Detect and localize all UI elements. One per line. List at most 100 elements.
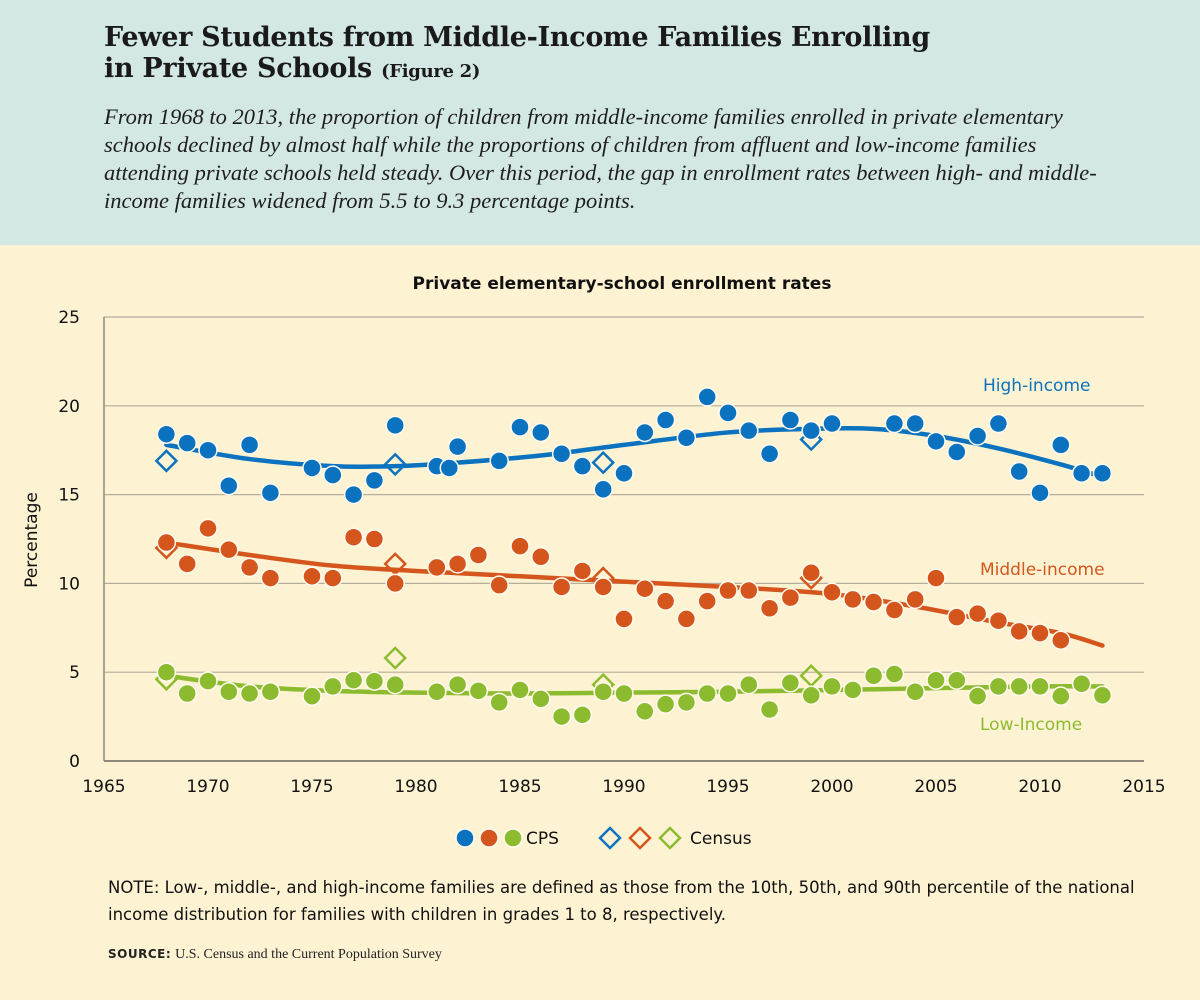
middle-cps-point — [489, 575, 509, 595]
x-tick-label: 2005 — [914, 777, 957, 797]
low-cps-point — [1009, 676, 1029, 697]
low-cps-point — [260, 681, 281, 702]
x-tick-label: 1980 — [394, 777, 437, 797]
high-cps-point — [1030, 483, 1050, 503]
low-cps-point — [198, 671, 218, 691]
x-tick-label: 2000 — [810, 777, 853, 797]
high-cps-point — [988, 413, 1009, 434]
middle-cps-point — [697, 591, 717, 611]
middle-cps-point — [759, 598, 780, 619]
low-cps-point — [947, 670, 967, 690]
source-text: U.S. Census and the Current Population S… — [175, 947, 442, 962]
high-cps-point — [676, 428, 697, 448]
middle-cps-point — [926, 568, 946, 588]
high-cps-point — [947, 442, 967, 462]
low-cps-point — [863, 666, 884, 686]
low-cps-point — [926, 670, 946, 690]
middle-cps-point — [780, 587, 801, 608]
low-cps-point — [489, 692, 509, 713]
high-cps-point — [635, 422, 655, 443]
x-tick-label: 1965 — [82, 777, 125, 797]
high-cps-point — [447, 436, 468, 457]
low-cps-point — [177, 683, 197, 704]
high-cps-point — [177, 433, 197, 453]
low-cps-point — [510, 680, 530, 700]
high-cps-point — [967, 426, 988, 446]
y-axis-label: Percentage — [22, 492, 42, 588]
y-tick-label: 10 — [58, 574, 80, 594]
x-tick-label: 2010 — [1018, 777, 1061, 797]
high-cps-point — [593, 479, 613, 500]
high-cps-point — [198, 440, 218, 460]
legend-census-marker — [598, 826, 622, 850]
figure-title: Fewer Students from Middle-Income Famili… — [104, 22, 1104, 87]
high-census-marker — [591, 450, 615, 475]
low-cps-point — [219, 681, 239, 702]
middle-cps-point — [510, 536, 530, 556]
y-tick-label: 0 — [69, 752, 80, 772]
high-cps-point — [759, 444, 780, 464]
middle-cps-point — [593, 577, 613, 597]
high-cps-point — [572, 456, 593, 476]
middle-cps-point — [323, 568, 343, 588]
high-cps-point — [531, 422, 551, 443]
low-cps-point — [1071, 673, 1092, 694]
high-cps-point — [439, 458, 460, 478]
high-cps-point — [697, 387, 717, 407]
low-cps-point — [967, 686, 988, 706]
low-cps-point — [323, 676, 343, 697]
low-cps-point — [635, 701, 655, 722]
y-tick-label: 20 — [58, 397, 80, 417]
middle-cps-point — [1051, 630, 1071, 650]
middle-cps-point — [427, 557, 447, 578]
middle-cps-point — [655, 591, 676, 611]
legend-census-marker — [658, 826, 682, 850]
middle-cps-point — [967, 603, 988, 624]
middle-trend-line — [164, 540, 1105, 648]
middle-cps-point — [364, 529, 385, 549]
high-cps-point — [260, 483, 281, 503]
high-census-marker — [383, 452, 407, 477]
low-cps-point — [905, 681, 925, 702]
high-cps-point — [1051, 435, 1071, 455]
low-cps-point — [156, 662, 177, 682]
middle-cps-point — [635, 578, 655, 599]
low-cps-point — [801, 685, 821, 706]
high-series-label: High-income — [983, 376, 1090, 396]
middle-cps-point — [260, 568, 281, 588]
middle-cps-point — [385, 573, 405, 594]
high-cps-point — [343, 484, 364, 505]
legend-cps-marker — [479, 828, 499, 848]
middle-cps-point — [884, 600, 905, 620]
high-cps-point — [739, 420, 759, 441]
low-cps-point — [780, 673, 801, 693]
low-cps-point — [593, 681, 613, 702]
middle-cps-point — [905, 589, 925, 610]
header-band: Fewer Students from Middle-Income Famili… — [0, 0, 1200, 245]
low-cps-point — [739, 674, 759, 695]
middle-cps-point — [863, 592, 884, 612]
middle-cps-point — [551, 577, 572, 597]
low-cps-point — [822, 676, 842, 697]
legend-census-marker — [628, 826, 652, 850]
low-cps-point — [884, 664, 905, 684]
high-cps-point — [239, 435, 260, 455]
y-tick-label: 15 — [58, 486, 80, 506]
high-cps-point — [323, 465, 343, 485]
x-tick-label: 1995 — [706, 777, 749, 797]
legend-census-label: Census — [690, 829, 752, 849]
high-cps-point — [364, 470, 385, 491]
low-cps-point — [1092, 685, 1113, 706]
middle-series-label: Middle-income — [980, 560, 1105, 580]
legend-cps-marker — [455, 828, 475, 848]
middle-cps-point — [801, 562, 821, 583]
low-cps-point — [364, 671, 385, 691]
low-cps-point — [697, 683, 717, 704]
high-cps-point — [926, 431, 946, 452]
low-cps-point — [239, 683, 260, 704]
title-line-2: in Private Schools — [104, 53, 372, 84]
middle-cps-point — [302, 566, 322, 587]
low-cps-point — [988, 676, 1009, 697]
middle-cps-point — [156, 532, 177, 553]
middle-cps-point — [739, 580, 759, 601]
